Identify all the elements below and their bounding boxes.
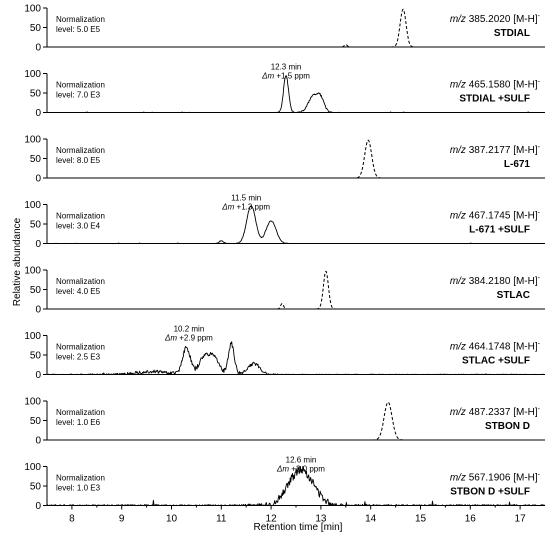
compound-label: STDIAL +SULF xyxy=(459,94,530,105)
normalization-level: level: 3.0 E4 xyxy=(56,222,101,231)
x-tick-label: 9 xyxy=(119,514,125,525)
normalization-level: level: 1.0 E6 xyxy=(56,418,101,427)
x-tick-label: 11 xyxy=(216,514,227,525)
chromatogram-trace xyxy=(47,75,545,113)
mz-label: m/z 487.2337 [M-H]- xyxy=(450,406,541,418)
peak-retention-time: 12.3 min xyxy=(271,63,302,72)
y-axis-label: Relative abundance xyxy=(12,217,23,306)
chromatogram-trace xyxy=(46,466,546,506)
normalization-label: Normalization xyxy=(56,15,105,24)
mz-label: m/z 387.2177 [M-H]- xyxy=(450,144,541,156)
y-tick-label: 100 xyxy=(24,331,41,342)
y-tick-label: 50 xyxy=(30,351,42,362)
compound-label: STDIAL xyxy=(494,28,530,39)
y-tick-label: 50 xyxy=(30,89,42,100)
normalization-level: level: 5.0 E5 xyxy=(56,25,101,34)
chromatogram-trace xyxy=(47,8,545,48)
normalization-level: level: 8.0 E5 xyxy=(56,156,101,165)
compound-label: STBON D +SULF xyxy=(450,487,530,498)
x-tick-label: 15 xyxy=(415,514,427,525)
peak-retention-time: 10.2 min xyxy=(174,325,205,334)
chromatogram-trace xyxy=(47,270,545,310)
y-tick-label: 100 xyxy=(24,4,41,15)
y-tick-label: 100 xyxy=(24,135,41,146)
peak-mass-error: Δm +2.9 ppm xyxy=(164,334,213,343)
x-tick-label: 14 xyxy=(365,514,377,525)
y-tick-label: 100 xyxy=(24,200,41,211)
y-tick-label: 0 xyxy=(35,370,41,381)
y-tick-label: 0 xyxy=(35,239,41,250)
peak-mass-error: Δm +1.5 ppm xyxy=(261,72,310,81)
compound-label: STBON D xyxy=(485,421,530,432)
x-tick-label: 12 xyxy=(266,514,278,525)
y-tick-label: 0 xyxy=(35,501,41,512)
y-tick-label: 50 xyxy=(30,23,42,34)
x-tick-label: 8 xyxy=(69,514,75,525)
y-tick-label: 50 xyxy=(30,416,42,427)
compound-label: STLAC xyxy=(497,290,530,301)
y-tick-label: 0 xyxy=(35,305,41,316)
x-tick-label: 13 xyxy=(315,514,327,525)
y-tick-label: 50 xyxy=(30,220,42,231)
normalization-level: level: 1.0 E3 xyxy=(56,484,101,493)
peak-retention-time: 12.6 min xyxy=(286,456,317,465)
normalization-label: Normalization xyxy=(56,277,105,286)
chromatogram-trace xyxy=(47,401,545,441)
normalization-level: level: 4.0 E5 xyxy=(56,287,101,296)
y-tick-label: 50 xyxy=(30,154,42,165)
peak-mass-error: Δm +3.0 ppm xyxy=(276,465,325,474)
y-tick-label: 50 xyxy=(30,482,42,493)
peak-retention-time: 11.5 min xyxy=(231,194,261,203)
compound-label: L-671 xyxy=(504,159,531,170)
y-tick-label: 100 xyxy=(24,266,41,277)
mz-label: m/z 467.1745 [M-H]- xyxy=(450,210,541,222)
chromatogram-trace xyxy=(46,205,545,244)
y-tick-label: 100 xyxy=(24,397,41,408)
normalization-label: Normalization xyxy=(56,212,105,221)
y-tick-label: 0 xyxy=(35,174,41,185)
normalization-label: Normalization xyxy=(56,146,105,155)
mz-label: m/z 465.1580 [M-H]- xyxy=(450,79,541,91)
y-tick-label: 100 xyxy=(24,69,41,80)
y-tick-label: 50 xyxy=(30,285,42,296)
y-tick-label: 0 xyxy=(35,43,41,54)
peak-mass-error: Δm +1.3 ppm xyxy=(221,203,270,212)
mz-label: m/z 464.1748 [M-H]- xyxy=(450,341,541,353)
x-axis: 8 9 10 11 12 13 14 15 16 17 xyxy=(69,505,527,525)
chromatogram-trace xyxy=(47,139,545,179)
normalization-level: level: 2.5 E3 xyxy=(56,353,101,362)
normalization-label: Normalization xyxy=(56,474,105,483)
normalization-level: level: 7.0 E3 xyxy=(56,91,101,100)
normalization-label: Normalization xyxy=(56,408,105,417)
x-tick-label: 10 xyxy=(166,514,178,525)
y-tick-label: 100 xyxy=(24,462,41,473)
mz-label: m/z 385.2020 [M-H]- xyxy=(450,13,541,25)
x-tick-label: 17 xyxy=(515,514,527,525)
mz-label: m/z 384.2180 [M-H]- xyxy=(450,275,541,287)
compound-label: L-671 +SULF xyxy=(469,225,530,236)
y-tick-label: 0 xyxy=(35,108,41,119)
x-axis-label: Retention time [min] xyxy=(254,522,343,533)
chromatogram-trace xyxy=(47,341,545,375)
normalization-label: Normalization xyxy=(56,81,105,90)
y-tick-label: 0 xyxy=(35,436,41,447)
x-tick-label: 16 xyxy=(465,514,477,525)
mz-label: m/z 567.1906 [M-H]- xyxy=(450,472,541,484)
normalization-label: Normalization xyxy=(56,343,105,352)
compound-label: STLAC +SULF xyxy=(462,356,530,367)
